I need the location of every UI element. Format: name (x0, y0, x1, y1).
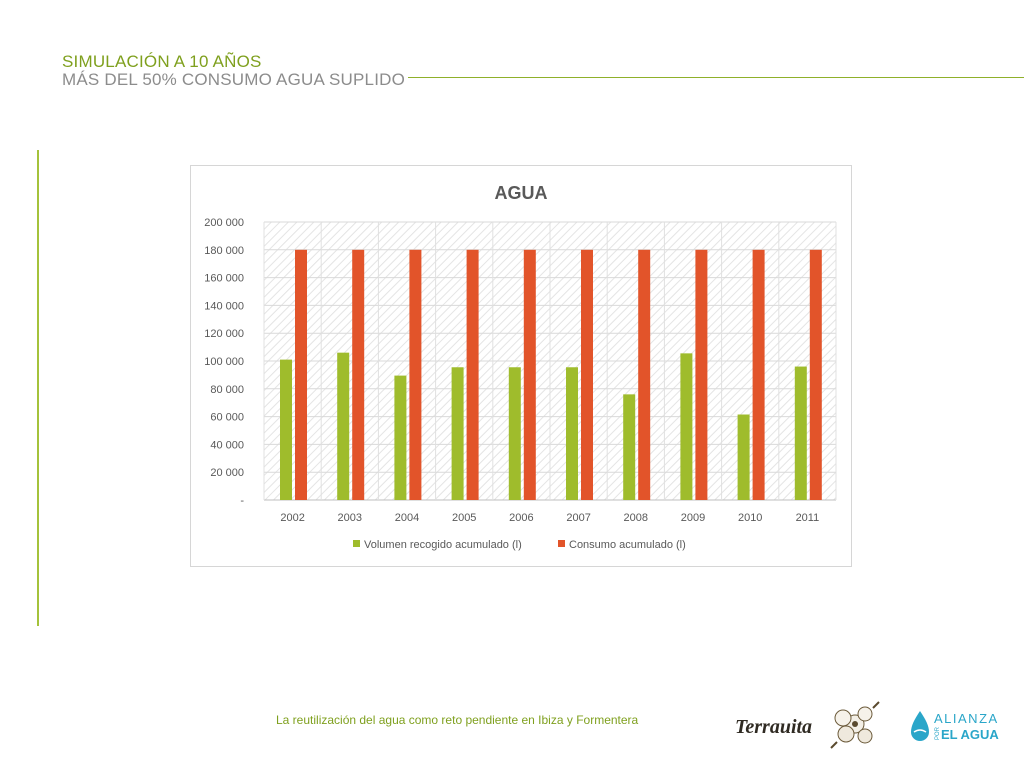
y-tick-label: 200 000 (204, 217, 244, 229)
alianza-por-label: POR (935, 726, 941, 740)
bar-volumen-2009 (680, 353, 693, 500)
y-tick-label: 20 000 (210, 467, 244, 479)
left-accent-bar (37, 150, 39, 626)
bar-volumen-2011 (794, 366, 807, 500)
x-tick-label: 2006 (509, 512, 533, 524)
chart-container: AGUA - 20 000 40 000 60 000 80 000 100 000 120… (190, 165, 852, 567)
legend-swatch (558, 540, 565, 547)
bar-chart: AGUA - 20 000 40 000 60 000 80 000 100 000 120… (204, 183, 837, 551)
alianza-el-agua-wordmark: EL AGUA (941, 727, 999, 742)
x-tick-label: 2003 (338, 512, 362, 524)
y-tick-label: 40 000 (210, 439, 244, 451)
bar-consumo-2002 (295, 249, 307, 500)
x-tick-label: 2002 (280, 512, 304, 524)
legend-swatch (353, 540, 360, 547)
bar-consumo-2003 (352, 249, 365, 500)
legend-item: Consumo acumulado (l) (558, 539, 686, 551)
y-tick-label: 120 000 (204, 328, 244, 340)
bars (280, 249, 822, 500)
x-tick-label: 2005 (452, 512, 476, 524)
chart-title: AGUA (495, 183, 548, 203)
bar-consumo-2005 (466, 249, 479, 500)
bar-volumen-2002 (280, 359, 292, 500)
x-tick-label: 2007 (566, 512, 590, 524)
x-tick-label: 2009 (681, 512, 705, 524)
water-drop-icon (911, 711, 929, 741)
bar-consumo-2009 (695, 249, 708, 500)
slide-title-line2: MÁS DEL 50% CONSUMO AGUA SUPLIDO (62, 70, 406, 89)
chart-legend: Volumen recogido acumulado (l) Consumo ac… (353, 539, 686, 551)
bar-volumen-2007 (566, 367, 578, 500)
legend-label: Volumen recogido acumulado (l) (364, 539, 522, 551)
y-tick-label: 160 000 (204, 273, 244, 285)
legend-item: Volumen recogido acumulado (l) (353, 539, 522, 551)
y-tick-label: 140 000 (204, 300, 244, 312)
bar-volumen-2008 (623, 394, 636, 500)
legend-label: Consumo acumulado (l) (569, 539, 686, 551)
x-axis: 2002 2003 2004 2005 2006 2007 2008 2009 2010 2011 (280, 512, 819, 524)
cotton-flower-icon (830, 701, 880, 749)
bar-consumo-2007 (581, 249, 593, 500)
y-tick-label: 80 000 (210, 384, 244, 396)
bar-volumen-2010 (737, 414, 750, 500)
terrauita-logo: Terrauita (733, 698, 883, 754)
y-axis: - 20 000 40 000 60 000 80 000 100 000 120 000 1… (204, 217, 244, 507)
x-tick-label: 2011 (796, 512, 820, 524)
slide-title-line1: SIMULACIÓN A 10 AÑOS (62, 52, 262, 71)
alianza-por-el-agua-logo: ALIANZA POR EL AGUA (910, 708, 1010, 744)
bar-consumo-2010 (752, 249, 765, 500)
bar-consumo-2006 (523, 249, 536, 500)
y-tick-label: 100 000 (204, 356, 244, 368)
bar-volumen-2006 (508, 367, 521, 500)
x-tick-label: 2010 (738, 512, 762, 524)
y-tick-label: 60 000 (210, 412, 244, 424)
alianza-wordmark: ALIANZA (934, 711, 999, 726)
bar-volumen-2003 (337, 352, 350, 500)
bar-consumo-2008 (638, 249, 651, 500)
title-divider (408, 77, 1024, 78)
bar-volumen-2005 (451, 367, 464, 500)
footer-caption: La reutilización del agua como reto pend… (276, 713, 639, 727)
bar-volumen-2004 (394, 375, 407, 500)
y-tick-label: 180 000 (204, 245, 244, 257)
y-tick-label: - (240, 495, 244, 507)
bar-consumo-2004 (409, 249, 422, 500)
terrauita-wordmark: Terrauita (735, 716, 812, 738)
bar-consumo-2011 (809, 249, 822, 500)
x-tick-label: 2008 (624, 512, 648, 524)
x-tick-label: 2004 (395, 512, 419, 524)
